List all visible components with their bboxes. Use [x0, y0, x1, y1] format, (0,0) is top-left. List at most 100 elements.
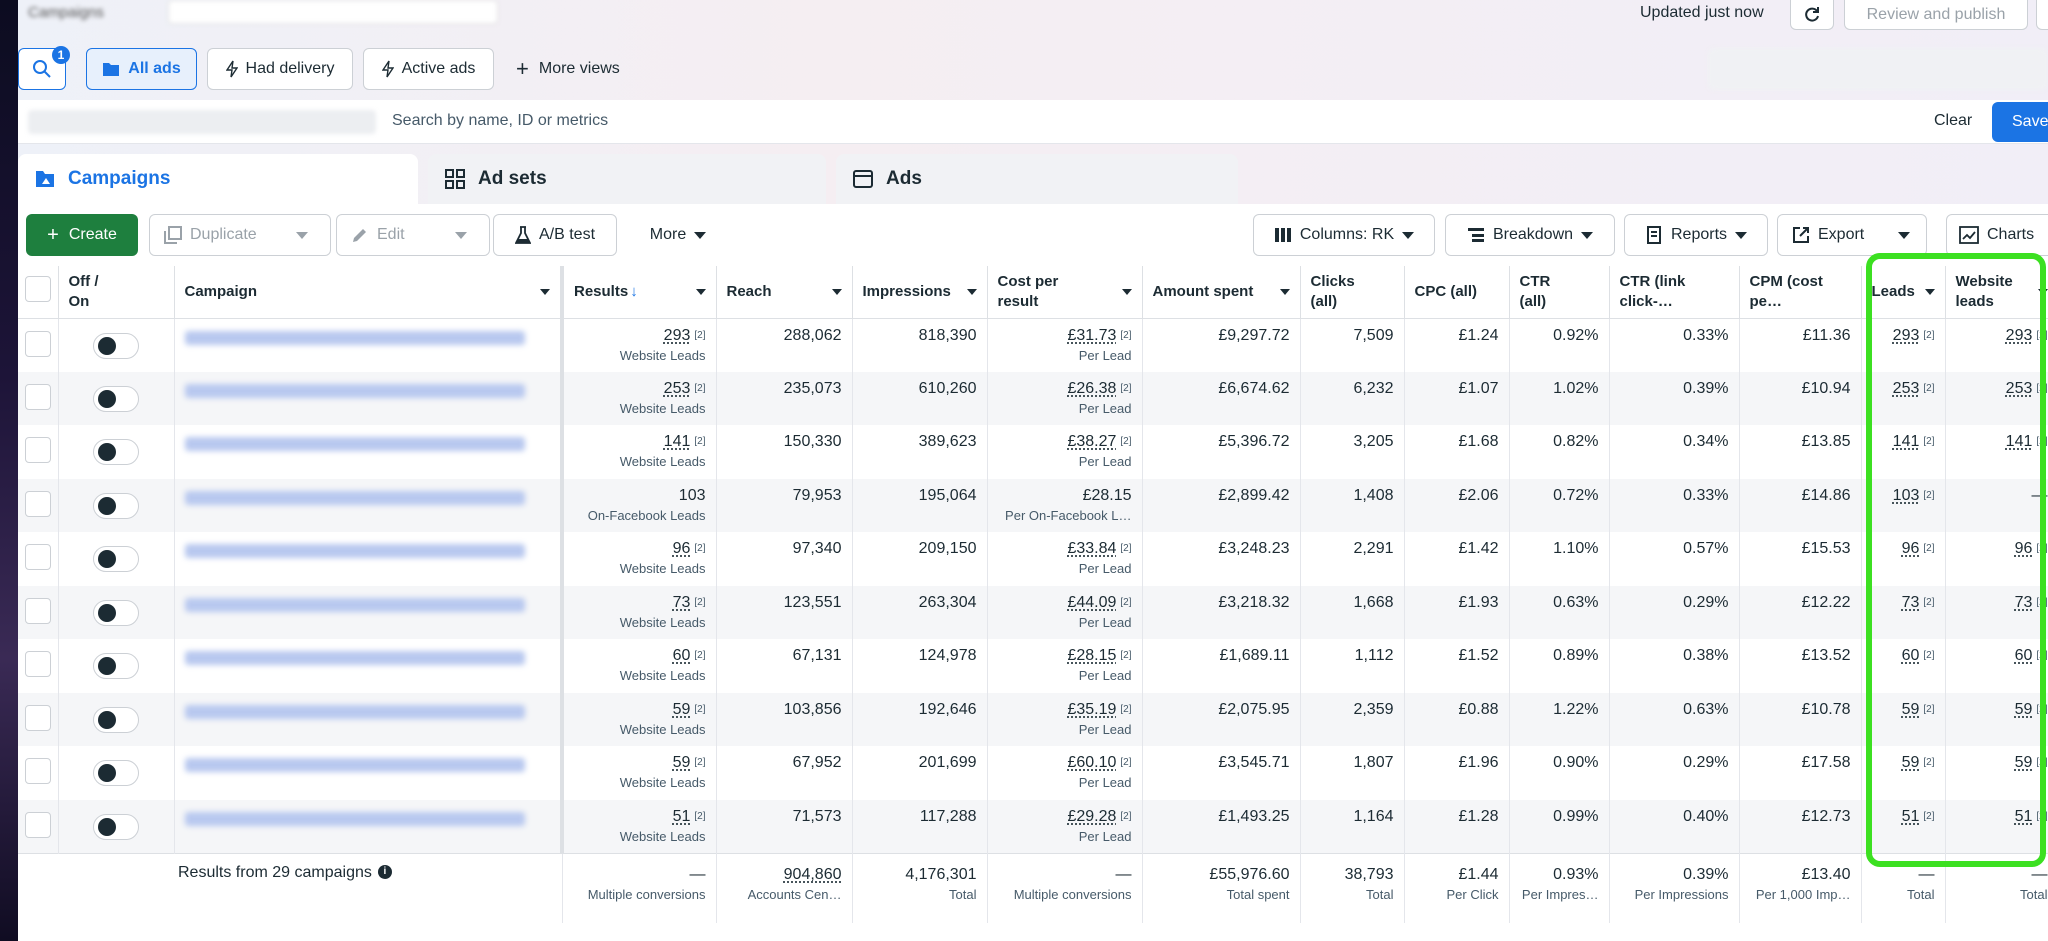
campaign-name-cell[interactable]: [174, 800, 562, 854]
refresh-button[interactable]: [1790, 0, 1834, 30]
col-clicks[interactable]: Clicks (all): [1300, 266, 1404, 318]
chevron-down-icon[interactable]: [1925, 289, 1935, 295]
row-checkbox[interactable]: [18, 372, 58, 426]
checkbox[interactable]: [25, 812, 51, 838]
chevron-down-icon[interactable]: [832, 289, 842, 295]
campaign-name-cell[interactable]: [174, 318, 562, 372]
table-row[interactable]: 59 [2] Website Leads 103,856 192,646 £35.19 [2…: [18, 693, 2048, 747]
row-checkbox[interactable]: [18, 586, 58, 640]
checkbox[interactable]: [25, 331, 51, 357]
view-active-ads[interactable]: Active ads: [363, 48, 494, 90]
table-row[interactable]: 293 [2] Website Leads 288,062 818,390 £31.73[…: [18, 318, 2048, 372]
table-row[interactable]: 103 On-Facebook Leads 79,953 195,064 £28.15 P…: [18, 479, 2048, 533]
delivery-toggle[interactable]: [93, 493, 139, 519]
delivery-toggle[interactable]: [93, 760, 139, 786]
create-button[interactable]: + Create: [26, 214, 138, 256]
col-amount-spent[interactable]: Amount spent: [1142, 266, 1300, 318]
checkbox[interactable]: [25, 758, 51, 784]
checkbox[interactable]: [25, 651, 51, 677]
more-button[interactable]: More: [632, 214, 724, 256]
col-impressions[interactable]: Impressions: [852, 266, 987, 318]
checkbox[interactable]: [25, 437, 51, 463]
checkbox[interactable]: [25, 491, 51, 517]
view-had-delivery[interactable]: Had delivery: [207, 48, 353, 90]
table-row[interactable]: 73 [2] Website Leads 123,551 263,304 £44.09 [2…: [18, 586, 2048, 640]
tab-ads[interactable]: Ads: [836, 154, 1238, 204]
delivery-toggle[interactable]: [93, 653, 139, 679]
col-ctr-link[interactable]: CTR (link click-…: [1609, 266, 1739, 318]
campaign-name-cell[interactable]: [174, 372, 562, 426]
columns-button[interactable]: Columns: RK: [1253, 214, 1435, 256]
row-checkbox[interactable]: [18, 693, 58, 747]
checkbox[interactable]: [25, 384, 51, 410]
duplicate-button[interactable]: Duplicate: [149, 214, 331, 256]
col-cpm[interactable]: CPM (cost pe…: [1739, 266, 1861, 318]
account-selector[interactable]: [168, 0, 498, 24]
campaign-name-link[interactable]: [185, 758, 525, 772]
row-checkbox[interactable]: [18, 318, 58, 372]
row-checkbox[interactable]: [18, 532, 58, 586]
col-results[interactable]: Results ↓: [562, 266, 716, 318]
checkbox[interactable]: [25, 544, 51, 570]
ab-test-button[interactable]: A/B test: [493, 214, 617, 256]
export-button[interactable]: Export: [1777, 214, 1927, 256]
reports-button[interactable]: Reports: [1624, 214, 1768, 256]
delivery-toggle[interactable]: [93, 546, 139, 572]
col-cpc[interactable]: CPC (all): [1404, 266, 1509, 318]
campaign-name-cell[interactable]: [174, 586, 562, 640]
tab-campaigns[interactable]: Campaigns: [18, 154, 418, 204]
date-range-picker[interactable]: [1708, 48, 2048, 90]
edit-button[interactable]: Edit: [336, 214, 490, 256]
delivery-toggle[interactable]: [93, 707, 139, 733]
table-row[interactable]: 51 [2] Website Leads 71,573 117,288 £29.28 [2]…: [18, 800, 2048, 854]
view-all-ads[interactable]: All ads: [86, 48, 197, 90]
campaign-name-link[interactable]: [185, 437, 525, 451]
row-checkbox[interactable]: [18, 746, 58, 800]
row-checkbox[interactable]: [18, 639, 58, 693]
campaign-name-link[interactable]: [185, 331, 525, 345]
delivery-toggle[interactable]: [93, 386, 139, 412]
filter-chip[interactable]: [28, 110, 376, 134]
chevron-down-icon[interactable]: [2038, 289, 2048, 295]
delivery-toggle[interactable]: [93, 333, 139, 359]
checkbox[interactable]: [25, 705, 51, 731]
chevron-down-icon[interactable]: [1122, 289, 1132, 295]
table-row[interactable]: 253 [2] Website Leads 235,073 610,260 £26.38[…: [18, 372, 2048, 426]
table-row[interactable]: 141 [2] Website Leads 150,330 389,623 £38.27[…: [18, 425, 2048, 479]
col-reach[interactable]: Reach: [716, 266, 852, 318]
search-input[interactable]: Search by name, ID or metrics: [392, 112, 608, 130]
chevron-down-icon[interactable]: [696, 289, 706, 295]
campaign-name-link[interactable]: [185, 544, 525, 558]
delivery-toggle[interactable]: [93, 814, 139, 840]
campaign-name-cell[interactable]: [174, 425, 562, 479]
more-options-button[interactable]: ···: [2036, 0, 2048, 30]
col-campaign[interactable]: Campaign: [174, 266, 562, 318]
row-checkbox[interactable]: [18, 800, 58, 854]
table-row[interactable]: 96 [2] Website Leads 97,340 209,150 £33.84 [2]…: [18, 532, 2048, 586]
tab-ad-sets[interactable]: Ad sets: [428, 154, 826, 204]
review-publish-button[interactable]: Review and publish: [1844, 0, 2028, 30]
table-row[interactable]: 59 [2] Website Leads 67,952 201,699 £60.10 [2]…: [18, 746, 2048, 800]
col-website-leads[interactable]: Website leads: [1945, 266, 2048, 318]
delivery-toggle[interactable]: [93, 439, 139, 465]
campaign-name-cell[interactable]: [174, 639, 562, 693]
more-views-button[interactable]: + More views: [516, 48, 620, 90]
col-ctr[interactable]: CTR (all): [1509, 266, 1609, 318]
chevron-down-icon[interactable]: [967, 289, 977, 295]
campaign-name-cell[interactable]: [174, 746, 562, 800]
checkbox[interactable]: [25, 276, 51, 302]
select-all-checkbox[interactable]: [18, 266, 58, 318]
campaign-name-link[interactable]: [185, 651, 525, 665]
save-button[interactable]: Save: [1992, 102, 2048, 142]
info-icon[interactable]: i: [378, 865, 392, 879]
campaign-name-link[interactable]: [185, 384, 525, 398]
table-row[interactable]: 60 [2] Website Leads 67,131 124,978 £28.15 [2]…: [18, 639, 2048, 693]
campaign-name-cell[interactable]: [174, 532, 562, 586]
campaign-name-link[interactable]: [185, 812, 525, 826]
row-checkbox[interactable]: [18, 425, 58, 479]
chevron-down-icon[interactable]: [540, 289, 550, 295]
campaign-name-cell[interactable]: [174, 693, 562, 747]
campaign-name-link[interactable]: [185, 598, 525, 612]
col-leads[interactable]: Leads: [1861, 266, 1945, 318]
row-checkbox[interactable]: [18, 479, 58, 533]
